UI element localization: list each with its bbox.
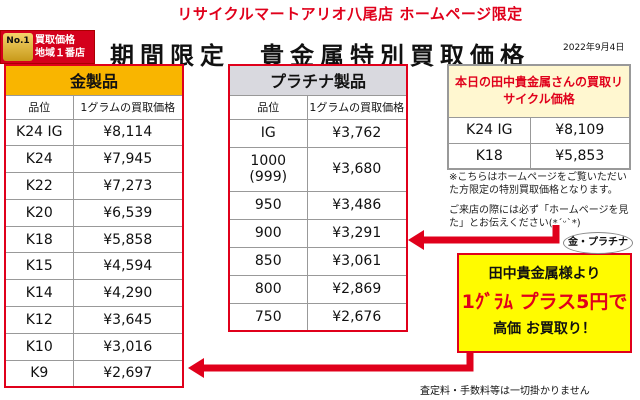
gold-row: K22 ¥7,273 [4, 172, 184, 200]
promo-box: 田中貴金属様より 1ｸﾞﾗﾑ プラス5円で 高価 お買取り！ [457, 253, 632, 353]
platinum-grade: 850 [228, 246, 308, 276]
gold-price: ¥2,697 [72, 359, 184, 388]
gold-grade: K20 [4, 198, 74, 227]
gold-table-title: 金製品 [4, 64, 184, 96]
gold-price: ¥3,016 [72, 332, 184, 361]
platinum-grade: 750 [228, 302, 308, 332]
gold-price: ¥6,539 [72, 198, 184, 227]
platinum-row: 950 ¥3,486 [228, 190, 408, 220]
top-title: リサイクルマートアリオ八尾店 ホームページ限定 [177, 5, 523, 23]
gold-row: K24 IG ¥8,114 [4, 118, 184, 147]
platinum-grade: IG [228, 118, 308, 148]
gold-grade: K24 [4, 145, 74, 174]
note-mention: ご来店の際には必ず「ホームページを見た」とお伝えください(*ˊᵕˋ*) [449, 205, 629, 229]
badge-line2: 地域１番店 [35, 48, 85, 59]
platinum-price: ¥3,762 [306, 118, 408, 148]
no1-badge: No.1 買取価格 地域１番店 [0, 30, 95, 64]
platinum-col-price: 1グラムの買取価格 [306, 94, 408, 120]
promo-line1: 田中貴金属様より [488, 266, 601, 282]
promo-line2: 1ｸﾞﾗﾑ プラス5円で [461, 291, 628, 313]
gold-price: ¥7,273 [72, 172, 184, 200]
platinum-col-grade: 品位 [228, 94, 308, 120]
platinum-price: ¥3,291 [306, 218, 408, 248]
arrow-to-gold-icon [188, 353, 474, 378]
gold-row: K15 ¥4,594 [4, 252, 184, 281]
footer-note: 査定料・手数料等は一切掛かりません [420, 386, 590, 397]
tanaka-price-table: 本日の田中貴金属さんの買取リサイクル価格 K24 IG ¥8,109 K18 ¥5,8… [447, 64, 631, 170]
platinum-row: 850 ¥3,061 [228, 246, 408, 276]
metal-bubble: 金・プラチナ [563, 232, 633, 254]
tanaka-row: K18 ¥5,853 [447, 142, 631, 170]
gold-row: K20 ¥6,539 [4, 198, 184, 227]
tanaka-grade: K18 [447, 142, 531, 170]
gold-price: ¥4,290 [72, 279, 184, 308]
platinum-price: ¥3,486 [306, 190, 408, 220]
platinum-grade: 800 [228, 274, 308, 304]
date-label: 2022年9月4日 [563, 43, 625, 53]
arrow-to-platinum-icon [408, 225, 560, 250]
gold-price: ¥5,858 [72, 225, 184, 254]
gold-grade: K15 [4, 252, 74, 281]
gold-grade: K12 [4, 306, 74, 334]
gold-price: ¥4,594 [72, 252, 184, 281]
gold-grade: K14 [4, 279, 74, 308]
platinum-row: 800 ¥2,869 [228, 274, 408, 304]
platinum-price: ¥3,680 [306, 146, 408, 192]
tanaka-price: ¥5,853 [529, 142, 631, 170]
platinum-grade: 900 [228, 218, 308, 248]
gold-row: K10 ¥3,016 [4, 332, 184, 361]
platinum-grade: 950 [228, 190, 308, 220]
gold-row: K14 ¥4,290 [4, 279, 184, 308]
platinum-row: IG ¥3,762 [228, 118, 408, 148]
gold-grade: K24 IG [4, 118, 74, 147]
platinum-row: 750 ¥2,676 [228, 302, 408, 332]
note-limited: ※こちらはホームページをご覧いただいた方限定の特別買取価格となります。 [449, 172, 627, 196]
tanaka-table-title: 本日の田中貴金属さんの買取リサイクル価格 [447, 64, 631, 118]
gold-price: ¥7,945 [72, 145, 184, 174]
platinum-row: 900 ¥3,291 [228, 218, 408, 248]
gold-grade: K22 [4, 172, 74, 200]
badge-line1: 買取価格 [35, 35, 75, 46]
gold-row: K24 ¥7,945 [4, 145, 184, 174]
platinum-price-table: プラチナ製品 品位 1グラムの買取価格 IG ¥3,762 1000 (999) ¥3… [228, 64, 408, 332]
gold-col-grade: 品位 [4, 94, 74, 120]
gold-grade: K10 [4, 332, 74, 361]
gold-grade: K9 [4, 359, 74, 388]
no1-medal-icon: No.1 [3, 33, 33, 61]
platinum-row: 1000 (999) ¥3,680 [228, 146, 408, 192]
gold-col-price: 1グラムの買取価格 [72, 94, 184, 120]
platinum-price: ¥3,061 [306, 246, 408, 276]
platinum-price: ¥2,676 [306, 302, 408, 332]
gold-price-table: 金製品 品位 1グラムの買取価格 K24 IG ¥8,114 K24 ¥7,945 K2… [4, 64, 184, 388]
tanaka-price: ¥8,109 [529, 116, 631, 144]
promo-line3: 高価 お買取り！ [493, 321, 596, 337]
gold-row: K9 ¥2,697 [4, 359, 184, 388]
